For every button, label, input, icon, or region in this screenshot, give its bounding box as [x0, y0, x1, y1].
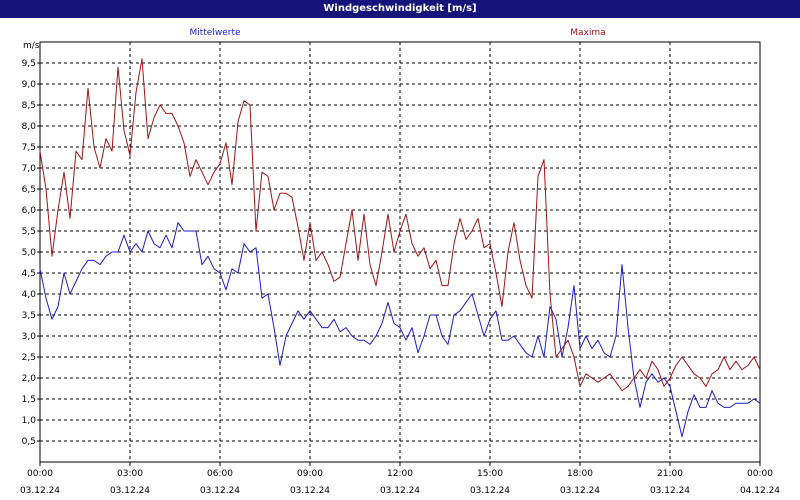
x-tick-time: 15:00: [477, 469, 503, 479]
x-tick-time: 09:00: [297, 469, 323, 479]
y-tick-label: 9,0: [22, 80, 37, 90]
y-tick-label: 9,5: [22, 59, 36, 69]
x-tick-date: 03.12.24: [650, 486, 690, 496]
grid-lines: [40, 42, 760, 462]
x-tick-time: 06:00: [207, 469, 233, 479]
x-tick-date: 03.12.24: [380, 486, 420, 496]
x-tick-time: 00:00: [27, 469, 53, 479]
x-tick-date: 03.12.24: [20, 486, 60, 496]
y-tick-label: 5,5: [22, 227, 36, 237]
x-tick-time: 21:00: [657, 469, 683, 479]
y-axis-label: m/s: [23, 41, 40, 51]
y-tick-label: 7,0: [22, 164, 37, 174]
x-tick-date: 04.12.24: [740, 486, 780, 496]
wind-speed-chart: 0,5 1,0 1,5 2,0 2,5 3,0 3,5 4,0 4,5 5,0 5,5 6,0 6,5 7…: [20, 28, 780, 496]
y-tick-label: 4,5: [22, 269, 36, 279]
y-axis-ticks: 0,5 1,0 1,5 2,0 2,5 3,0 3,5 4,0 4,5 5,0 5,5 6,0 6,5 7…: [22, 59, 40, 447]
series-line-maxima: [39, 58, 761, 392]
series-line-mittelwerte: [39, 222, 761, 438]
legend-maxima: Maxima: [570, 28, 605, 38]
y-tick-label: 6,0: [22, 206, 37, 216]
y-tick-label: 0,5: [22, 437, 36, 447]
x-tick-date: 03.12.24: [560, 486, 600, 496]
x-tick-date: 03.12.24: [110, 486, 150, 496]
y-tick-label: 5,0: [22, 248, 37, 258]
x-tick-date: 03.12.24: [290, 486, 330, 496]
y-tick-label: 8,5: [22, 101, 36, 111]
y-tick-label: 1,0: [22, 416, 37, 426]
x-tick-time: 00:00: [747, 469, 773, 479]
x-tick-time: 03:00: [117, 469, 143, 479]
x-tick-date: 03.12.24: [200, 486, 240, 496]
window-title: Windgeschwindigkeit [m/s]: [0, 0, 800, 18]
x-tick-time: 12:00: [387, 469, 413, 479]
x-tick-date: 03.12.24: [470, 486, 510, 496]
y-tick-label: 6,5: [22, 185, 36, 195]
y-tick-label: 1,5: [22, 395, 36, 405]
y-tick-label: 2,0: [22, 374, 37, 384]
y-tick-label: 7,5: [22, 143, 36, 153]
x-tick-time: 18:00: [567, 469, 593, 479]
legend-mittelwerte: Mittelwerte: [189, 28, 240, 38]
series-lines: [39, 58, 761, 438]
y-tick-label: 2,5: [22, 353, 36, 363]
y-tick-label: 3,5: [22, 311, 36, 321]
y-tick-label: 4,0: [22, 290, 37, 300]
y-tick-label: 8,0: [22, 122, 37, 132]
x-axis-ticks: 00:00 03.12.24 03:00 03.12.24 06:00 03.12.24 0…: [20, 462, 780, 496]
y-tick-label: 3,0: [22, 332, 37, 342]
